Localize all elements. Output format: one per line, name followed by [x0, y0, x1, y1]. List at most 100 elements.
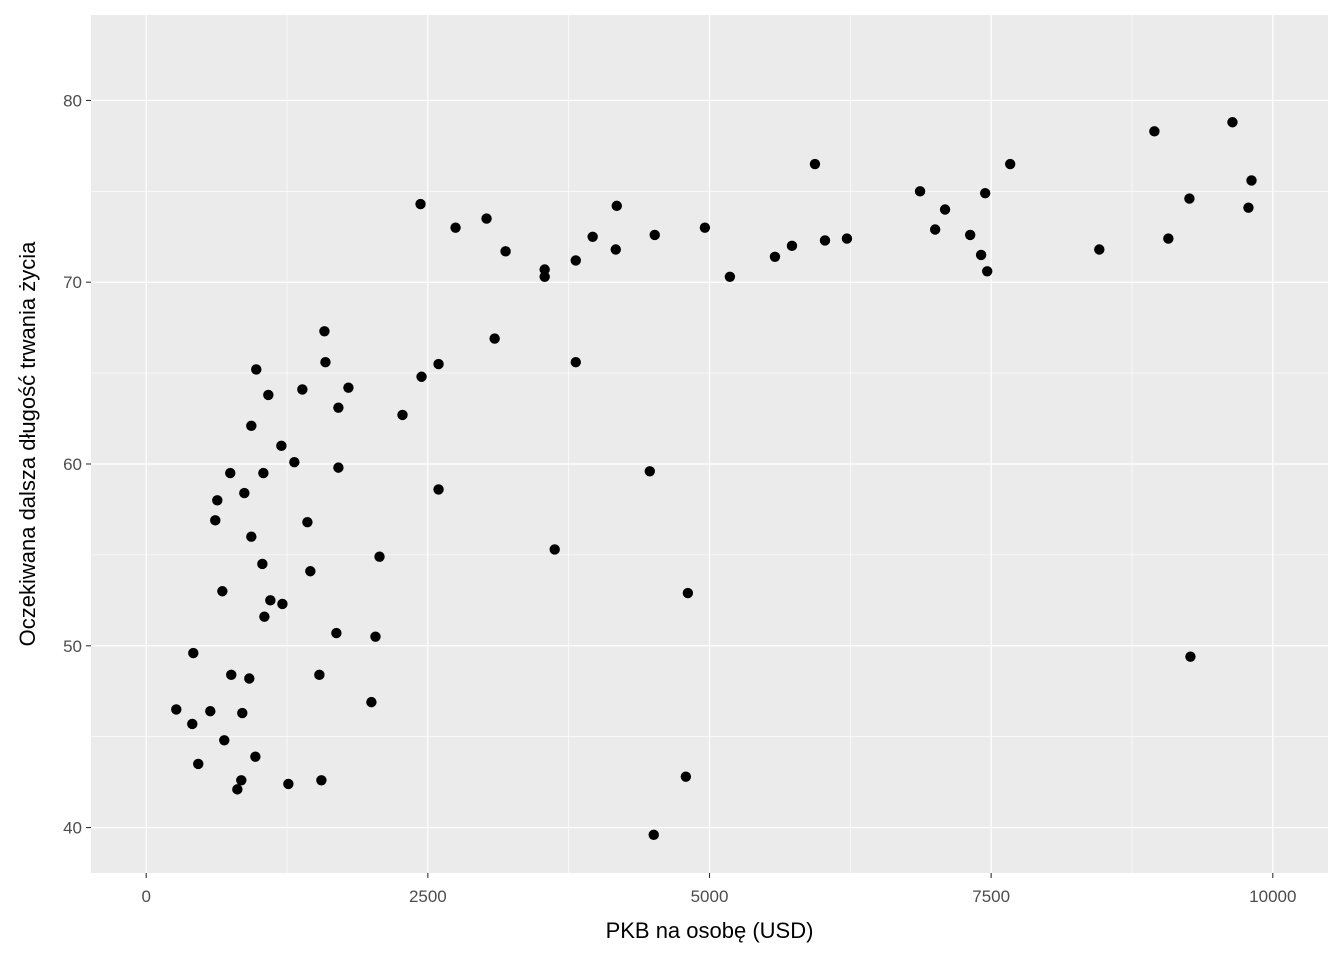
data-point	[276, 440, 287, 452]
y-tick-label: 40	[63, 819, 82, 838]
data-point	[374, 551, 385, 562]
data-point	[316, 775, 327, 786]
data-point	[982, 266, 993, 277]
y-tick-label: 50	[63, 637, 82, 656]
points	[171, 117, 1257, 841]
data-point	[481, 213, 492, 224]
data-point	[1184, 193, 1195, 204]
data-point	[265, 595, 276, 606]
y-axis-title: Oczekiwana dalsza długość trwania życia	[15, 241, 40, 647]
data-point	[331, 627, 342, 639]
data-point	[239, 487, 250, 499]
data-point	[433, 358, 444, 370]
data-point	[244, 673, 255, 684]
data-point	[929, 224, 941, 235]
data-point	[236, 775, 247, 786]
data-point	[433, 484, 444, 495]
y-tick-label: 70	[63, 273, 82, 292]
data-point	[939, 204, 951, 215]
data-point	[489, 333, 500, 344]
data-point	[570, 356, 581, 368]
data-point	[187, 718, 198, 730]
data-point	[343, 382, 354, 393]
data-point	[699, 222, 711, 233]
x-axis-title: PKB na osobę (USD)	[606, 918, 814, 943]
data-point	[1163, 233, 1174, 244]
data-point	[263, 389, 274, 401]
data-point	[769, 251, 781, 262]
data-point	[680, 771, 692, 782]
data-point	[226, 669, 237, 681]
data-point	[251, 364, 262, 375]
data-point	[277, 598, 288, 610]
data-point	[809, 158, 821, 170]
data-point	[1149, 126, 1160, 137]
x-tick-label: 5000	[691, 887, 729, 906]
data-point	[314, 669, 325, 681]
data-point	[549, 544, 560, 555]
data-point	[250, 751, 261, 762]
data-point	[283, 778, 294, 790]
data-point	[320, 356, 331, 368]
data-point	[205, 706, 216, 717]
data-point	[611, 200, 622, 212]
data-point	[500, 246, 511, 257]
data-point	[682, 587, 694, 599]
data-point	[319, 326, 330, 337]
tick-labels: 0 2500 5000 7500 10000 40 50 60 70 80	[63, 91, 1296, 906]
x-tick-label: 7500	[972, 887, 1010, 906]
data-point	[259, 611, 270, 622]
data-point	[171, 704, 182, 715]
data-point	[289, 456, 300, 468]
data-point	[1227, 117, 1238, 128]
data-point	[305, 566, 316, 577]
data-point	[539, 264, 550, 275]
data-point	[210, 515, 221, 526]
data-point	[246, 420, 257, 432]
data-point	[450, 222, 461, 233]
data-point	[333, 462, 344, 473]
data-point	[914, 186, 926, 197]
data-point	[366, 696, 377, 708]
data-point	[237, 707, 248, 719]
data-point	[333, 402, 344, 413]
data-point	[786, 240, 798, 252]
y-tick-label: 60	[63, 455, 82, 474]
data-point	[841, 233, 853, 244]
data-point	[587, 231, 598, 242]
data-point	[415, 198, 426, 210]
data-point	[648, 829, 659, 841]
data-point	[246, 531, 257, 542]
data-point	[610, 244, 621, 255]
data-point	[644, 466, 655, 477]
data-point	[819, 235, 831, 246]
data-point	[258, 467, 269, 479]
data-point	[225, 467, 236, 479]
y-tick-label: 80	[63, 91, 82, 110]
data-point	[416, 371, 427, 382]
data-point	[1094, 244, 1105, 255]
x-tick-label: 2500	[409, 887, 447, 906]
data-point	[570, 255, 581, 266]
data-point	[370, 631, 381, 642]
data-point	[302, 516, 313, 528]
data-point	[397, 409, 408, 421]
x-tick-label: 0	[141, 887, 150, 906]
data-point	[979, 187, 991, 199]
data-point	[219, 735, 230, 746]
data-point	[257, 558, 268, 570]
data-point	[975, 249, 987, 261]
data-point	[724, 271, 736, 282]
data-point	[212, 495, 223, 506]
data-point	[539, 271, 550, 282]
data-point	[297, 384, 308, 395]
data-point	[188, 647, 199, 659]
data-point	[964, 229, 976, 241]
x-tick-label: 10000	[1249, 887, 1296, 906]
data-point	[1246, 175, 1257, 186]
data-point	[1185, 651, 1196, 662]
data-point	[217, 586, 228, 597]
data-point	[232, 784, 243, 795]
data-point	[1004, 158, 1016, 170]
